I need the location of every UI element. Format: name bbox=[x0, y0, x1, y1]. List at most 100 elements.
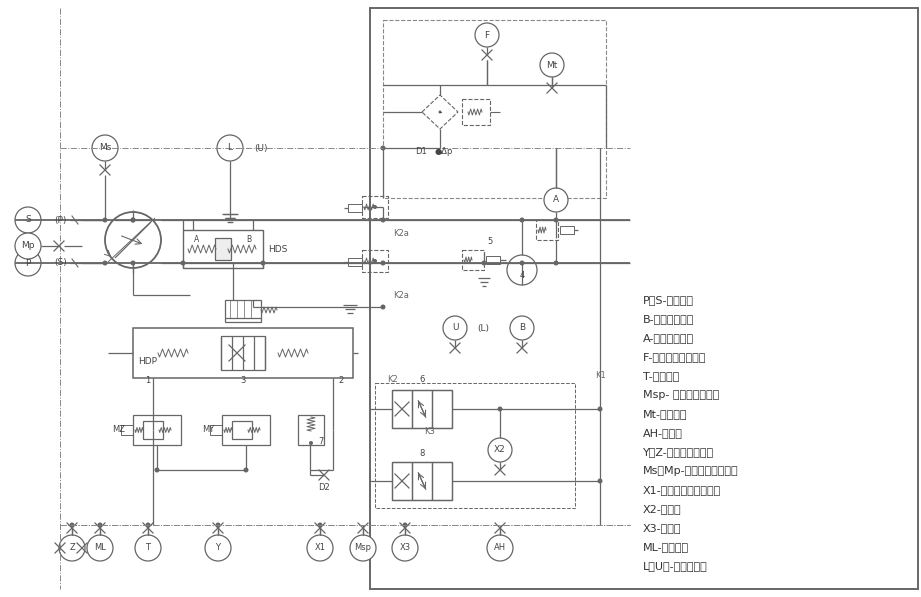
Bar bbox=[222, 415, 270, 445]
Text: (P): (P) bbox=[54, 216, 66, 224]
Text: 2: 2 bbox=[338, 376, 344, 385]
Bar bbox=[370, 8, 918, 589]
Text: 3: 3 bbox=[240, 376, 246, 385]
Circle shape bbox=[131, 217, 135, 223]
Text: K2: K2 bbox=[387, 376, 397, 384]
Text: 6: 6 bbox=[419, 376, 425, 384]
Text: K2a: K2a bbox=[393, 291, 409, 300]
Bar bbox=[362, 196, 388, 218]
Text: L: L bbox=[227, 143, 232, 152]
Text: (S): (S) bbox=[54, 259, 66, 267]
Text: P: P bbox=[25, 259, 30, 267]
Bar bbox=[462, 250, 484, 270]
Text: ML-微调油口: ML-微调油口 bbox=[643, 542, 689, 552]
Circle shape bbox=[497, 407, 503, 411]
Circle shape bbox=[488, 438, 512, 462]
Circle shape bbox=[350, 535, 376, 561]
Text: HDS: HDS bbox=[268, 245, 287, 254]
Text: Y: Y bbox=[216, 543, 220, 552]
Bar bbox=[412, 390, 432, 428]
Bar bbox=[392, 462, 412, 500]
Circle shape bbox=[307, 535, 333, 561]
Text: Mp: Mp bbox=[21, 242, 35, 251]
Circle shape bbox=[261, 260, 265, 266]
Text: X1: X1 bbox=[314, 543, 325, 552]
Text: MZ: MZ bbox=[112, 426, 125, 435]
Bar bbox=[432, 462, 452, 500]
Bar bbox=[383, 20, 606, 198]
Text: 1: 1 bbox=[146, 376, 151, 385]
Circle shape bbox=[482, 260, 486, 266]
Circle shape bbox=[544, 188, 568, 212]
Text: Ms、Mp-高压油路测压油口: Ms、Mp-高压油路测压油口 bbox=[643, 466, 739, 476]
Text: Y、Z-控制压力测压口: Y、Z-控制压力测压口 bbox=[643, 447, 714, 457]
Circle shape bbox=[105, 212, 161, 268]
Circle shape bbox=[507, 255, 537, 285]
Circle shape bbox=[205, 535, 231, 561]
Bar bbox=[232, 421, 252, 439]
Circle shape bbox=[181, 260, 185, 266]
Text: Mt: Mt bbox=[546, 60, 558, 69]
Bar bbox=[392, 390, 412, 428]
Circle shape bbox=[392, 535, 418, 561]
Text: 4: 4 bbox=[519, 270, 525, 279]
Text: X1-马达控制压力取压口: X1-马达控制压力取压口 bbox=[643, 485, 721, 495]
Bar bbox=[560, 226, 574, 234]
Circle shape bbox=[131, 217, 135, 223]
Circle shape bbox=[540, 53, 564, 77]
Polygon shape bbox=[422, 95, 458, 129]
Bar bbox=[221, 336, 265, 370]
Bar bbox=[536, 220, 558, 240]
Text: D2: D2 bbox=[318, 482, 330, 491]
Circle shape bbox=[15, 207, 41, 233]
Circle shape bbox=[443, 316, 467, 340]
Circle shape bbox=[59, 535, 85, 561]
Text: AH: AH bbox=[494, 543, 506, 552]
Bar bbox=[348, 258, 362, 266]
Circle shape bbox=[135, 535, 161, 561]
Circle shape bbox=[309, 441, 313, 445]
Text: Msp- 补油压力测压口: Msp- 补油压力测压口 bbox=[643, 390, 719, 400]
Circle shape bbox=[87, 535, 113, 561]
Bar bbox=[362, 250, 388, 272]
Text: X2: X2 bbox=[495, 445, 506, 454]
Bar bbox=[432, 390, 452, 428]
Bar bbox=[143, 421, 163, 439]
Text: A-补油泵排油口: A-补油泵排油口 bbox=[643, 333, 694, 343]
Circle shape bbox=[98, 522, 102, 528]
Circle shape bbox=[487, 535, 513, 561]
Circle shape bbox=[598, 407, 602, 411]
Circle shape bbox=[102, 260, 108, 266]
Text: Mt-测油温口: Mt-测油温口 bbox=[643, 409, 687, 419]
Text: F: F bbox=[484, 30, 490, 39]
Text: 7: 7 bbox=[318, 436, 323, 445]
Text: K1: K1 bbox=[595, 371, 605, 380]
Text: AH-接油筱: AH-接油筱 bbox=[643, 428, 682, 438]
Bar bbox=[392, 390, 452, 428]
Text: 8: 8 bbox=[419, 450, 425, 458]
Text: ML: ML bbox=[94, 543, 106, 552]
Bar bbox=[392, 462, 452, 500]
Text: T-油筱油口: T-油筱油口 bbox=[643, 371, 680, 381]
Text: 5: 5 bbox=[487, 238, 493, 247]
Text: B-补油泵吸油口: B-补油泵吸油口 bbox=[643, 314, 694, 324]
Circle shape bbox=[380, 146, 386, 150]
Circle shape bbox=[131, 260, 135, 266]
Text: Msp: Msp bbox=[355, 543, 371, 552]
Text: X2-测压口: X2-测压口 bbox=[643, 504, 682, 514]
Circle shape bbox=[380, 260, 386, 266]
Bar bbox=[486, 256, 500, 264]
Text: ●Δp: ●Δp bbox=[435, 147, 453, 156]
Circle shape bbox=[373, 259, 377, 263]
Circle shape bbox=[15, 250, 41, 276]
Text: K2a: K2a bbox=[393, 229, 409, 238]
Text: P、S-高压油口: P、S-高压油口 bbox=[643, 295, 694, 305]
Circle shape bbox=[475, 23, 499, 47]
Bar bbox=[298, 415, 324, 445]
Text: T: T bbox=[146, 543, 150, 552]
Circle shape bbox=[598, 479, 602, 484]
Circle shape bbox=[380, 217, 386, 223]
Text: F-补油泵流量注入口: F-补油泵流量注入口 bbox=[643, 352, 706, 362]
Circle shape bbox=[92, 135, 118, 161]
Bar bbox=[183, 230, 263, 268]
